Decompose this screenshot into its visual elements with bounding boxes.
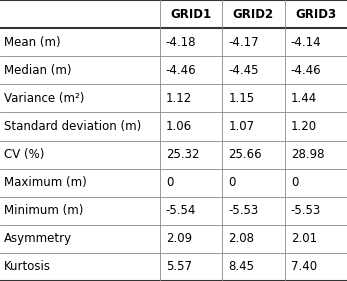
- Text: -4.46: -4.46: [291, 64, 321, 77]
- Text: CV (%): CV (%): [4, 148, 44, 161]
- Text: 7.40: 7.40: [291, 260, 317, 273]
- Text: -5.54: -5.54: [166, 204, 196, 217]
- Text: 28.98: 28.98: [291, 148, 324, 161]
- Text: 0: 0: [166, 176, 173, 189]
- Text: Standard deviation (m): Standard deviation (m): [4, 120, 142, 133]
- Text: 1.15: 1.15: [228, 92, 254, 105]
- Text: 2.09: 2.09: [166, 232, 192, 245]
- Text: 1.20: 1.20: [291, 120, 317, 133]
- Text: Kurtosis: Kurtosis: [4, 260, 51, 273]
- Text: -5.53: -5.53: [291, 204, 321, 217]
- Text: 1.06: 1.06: [166, 120, 192, 133]
- Text: 5.57: 5.57: [166, 260, 192, 273]
- Text: -4.14: -4.14: [291, 36, 321, 49]
- Text: Maximum (m): Maximum (m): [4, 176, 87, 189]
- Text: Minimum (m): Minimum (m): [4, 204, 84, 217]
- Text: -4.46: -4.46: [166, 64, 196, 77]
- Text: Variance (m²): Variance (m²): [4, 92, 85, 105]
- Text: -5.53: -5.53: [228, 204, 259, 217]
- Text: 1.07: 1.07: [228, 120, 254, 133]
- Text: 2.01: 2.01: [291, 232, 317, 245]
- Text: 8.45: 8.45: [228, 260, 254, 273]
- Text: GRID2: GRID2: [233, 8, 274, 21]
- Text: 1.44: 1.44: [291, 92, 317, 105]
- Text: 1.12: 1.12: [166, 92, 192, 105]
- Text: -4.17: -4.17: [228, 36, 259, 49]
- Text: 0: 0: [291, 176, 298, 189]
- Text: -4.45: -4.45: [228, 64, 259, 77]
- Text: Mean (m): Mean (m): [4, 36, 61, 49]
- Text: 0: 0: [228, 176, 236, 189]
- Text: 25.66: 25.66: [228, 148, 262, 161]
- Text: 25.32: 25.32: [166, 148, 200, 161]
- Text: Median (m): Median (m): [4, 64, 72, 77]
- Text: -4.18: -4.18: [166, 36, 196, 49]
- Text: Asymmetry: Asymmetry: [4, 232, 72, 245]
- Text: GRID1: GRID1: [170, 8, 211, 21]
- Text: GRID3: GRID3: [295, 8, 336, 21]
- Text: 2.08: 2.08: [228, 232, 254, 245]
